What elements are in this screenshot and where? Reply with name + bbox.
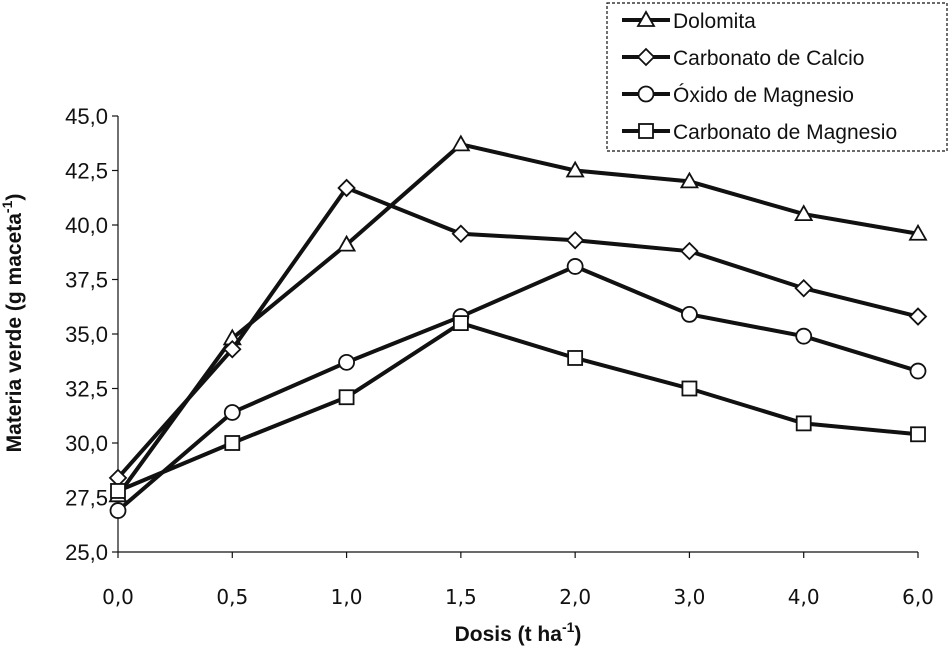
y-tick-label: 27,5 (65, 486, 108, 511)
legend-marker-carbonato-de-magnesio (638, 123, 654, 139)
data-point-carbonato-de-calcio (565, 230, 585, 250)
data-point-oxido-de-magnesio (223, 404, 241, 421)
x-tick-label: 3,0 (674, 585, 706, 609)
series-carbonato-de-magnesio (110, 315, 926, 499)
legend-label-dolomita: Dolomita (673, 10, 756, 33)
data-point-carbonato-de-magnesio (681, 380, 698, 397)
x-tick-label: 1,5 (445, 585, 477, 609)
data-point-oxido-de-magnesio (566, 258, 584, 275)
y-tick-label: 45,0 (65, 104, 108, 129)
data-point-oxido-de-magnesio (109, 502, 127, 519)
series-carbonato-de-calcio (108, 178, 928, 488)
legend-label-oxido-de-magnesio: Óxido de Magnesio (673, 84, 854, 107)
data-point-carbonato-de-magnesio (567, 350, 584, 366)
data-point-carbonato-de-magnesio (110, 483, 126, 499)
legend: Dolomita Carbonato de Calcio Óxido de Magn… (606, 2, 948, 152)
legend-label-carbonato-de-calcio: Carbonato de Calcio (673, 47, 864, 70)
legend-box (606, 2, 948, 152)
x-tick-label: 2,0 (559, 585, 591, 609)
x-tick-label: 1,0 (331, 585, 363, 609)
series-line-carbonato-de-calcio (116, 185, 919, 480)
data-point-carbonato-de-magnesio (338, 389, 355, 406)
y-tick-label: 42,5 (65, 159, 108, 184)
data-point-carbonato-de-calcio (223, 339, 242, 359)
x-tick-label: 6,0 (902, 585, 934, 609)
legend-label-carbonato-de-magnesio: Carbonato de Magnesio (673, 121, 897, 144)
y-tick-label: 32,5 (65, 377, 108, 402)
data-point-dolomita (451, 134, 471, 152)
x-tick-label: 4,0 (788, 585, 820, 609)
data-point-oxido-de-magnesio (681, 305, 698, 323)
data-point-carbonato-de-calcio (337, 178, 356, 198)
y-axis-title: Materia verde (g maceta-1) (0, 194, 26, 453)
data-point-carbonato-de-magnesio (224, 435, 241, 451)
data-point-carbonato-de-magnesio (452, 315, 469, 332)
legend-marker-carbonato-de-calcio (636, 47, 656, 67)
data-point-oxido-de-magnesio (795, 327, 813, 345)
x-axis-title: Dosis (t ha-1) (455, 619, 582, 646)
y-tick-labels: 25,0 27,5 30,0 32,5 35,0 37,5 40,0 42,5 45,0 (65, 104, 108, 565)
data-point-oxido-de-magnesio (338, 353, 355, 371)
y-tick-label: 30,0 (65, 431, 108, 456)
data-point-dolomita (679, 171, 699, 189)
data-point-carbonato-de-calcio (680, 241, 699, 261)
data-point-oxido-de-magnesio (909, 362, 927, 380)
legend-marker-dolomita (636, 10, 656, 27)
data-point-dolomita (337, 234, 357, 252)
y-tick-label: 37,5 (65, 268, 108, 293)
data-point-dolomita (565, 160, 585, 178)
data-point-dolomita (908, 223, 928, 241)
x-tick-label: 0,5 (216, 585, 248, 609)
series-layer (108, 134, 928, 519)
data-point-carbonato-de-calcio (794, 278, 813, 298)
data-point-carbonato-de-magnesio (795, 415, 812, 432)
series-oxido-de-magnesio (109, 258, 927, 519)
data-point-carbonato-de-magnesio (910, 426, 926, 443)
x-tick-label: 0,0 (102, 585, 134, 609)
x-tick-labels: 0,0 0,5 1,0 1,5 2,0 3,0 4,0 6,0 (102, 585, 934, 609)
y-tick-label: 40,0 (65, 213, 108, 238)
y-tick-label: 25,0 (65, 540, 108, 565)
data-point-carbonato-de-calcio (908, 307, 928, 326)
y-tick-label: 35,0 (65, 322, 108, 347)
data-point-carbonato-de-calcio (451, 224, 471, 243)
series-line-oxido-de-magnesio (116, 264, 919, 513)
data-point-dolomita (794, 204, 814, 222)
series-line-carbonato-de-magnesio (117, 320, 919, 493)
legend-marker-oxido-de-magnesio (637, 85, 655, 103)
